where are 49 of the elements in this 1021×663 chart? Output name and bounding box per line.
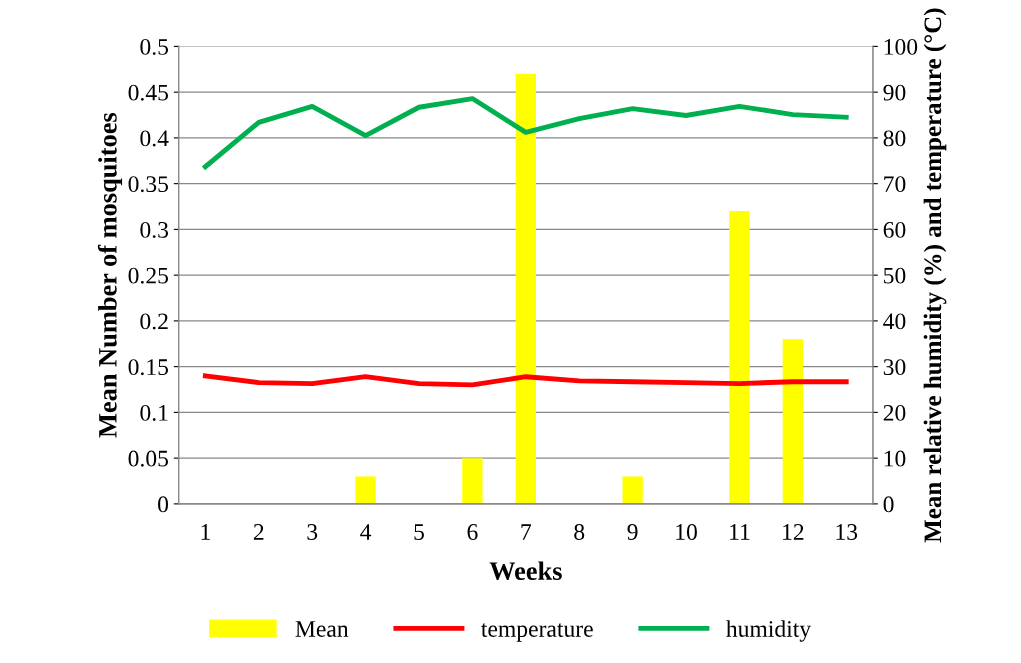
x-tick-label: 8 <box>574 524 585 540</box>
x-tick-label: 2 <box>253 524 264 540</box>
x-tick-label: 6 <box>467 524 478 540</box>
legend-label: temperature <box>481 623 593 642</box>
y2-tick-label: 60 <box>883 221 906 238</box>
y-tick-label: 0.1 <box>140 404 168 421</box>
y-tick-label: 0.35 <box>128 176 169 193</box>
y2-tick-label: 10 <box>884 450 906 467</box>
x-tick-label: 3 <box>307 524 318 540</box>
y-tick-label: 0.2 <box>140 313 168 330</box>
y2-tick-label: 0 <box>883 496 894 513</box>
y2-tick-label: 70 <box>884 176 906 193</box>
y2-tick-label: 30 <box>883 359 906 376</box>
x-tick-label: 13 <box>836 524 858 540</box>
y-tick-label: 0.05 <box>128 450 169 467</box>
line-series <box>202 96 849 170</box>
x-tick-label: 10 <box>676 524 697 540</box>
x-tick-label: 11 <box>730 524 750 540</box>
legend-label: humidity <box>726 620 812 642</box>
y2-tick-label: 100 <box>884 38 918 55</box>
y2-tick-label: 80 <box>883 130 906 147</box>
x-tick-label: 12 <box>783 524 804 540</box>
x-tick-label: 9 <box>627 524 638 540</box>
y-tick-label: 0.5 <box>140 38 169 55</box>
y2-tick-label: 90 <box>883 84 906 101</box>
y-tick-label: 0.15 <box>128 359 169 376</box>
bar <box>782 339 803 504</box>
y-tick-label: 0.3 <box>140 221 169 238</box>
y2-axis-title: Mean relative humidity (%) and temperature (°C) <box>923 8 947 543</box>
y-tick-label: 0.25 <box>128 267 169 284</box>
x-tick-label: 7 <box>521 524 532 540</box>
y2-tick-label: 20 <box>883 404 906 421</box>
y-tick-label: 0.45 <box>128 84 169 101</box>
line-series <box>202 373 849 388</box>
bar <box>515 73 536 504</box>
x-tick-label: 4 <box>360 524 372 540</box>
bar <box>462 458 483 504</box>
x-tick-label: 5 <box>414 524 424 540</box>
x-axis-title: Weeks <box>489 561 562 581</box>
bar <box>355 476 376 504</box>
y-axis-title: Mean Number of mosquitoes <box>97 112 123 438</box>
x-tick-label: 1 <box>201 524 210 540</box>
y-tick-label: 0.4 <box>140 130 169 147</box>
y2-tick-label: 50 <box>884 267 906 284</box>
y2-tick-label: 40 <box>883 313 906 330</box>
bar <box>622 476 643 504</box>
legend-label: Mean <box>295 621 349 637</box>
bar <box>729 211 750 504</box>
y-tick-label: 0 <box>158 496 169 513</box>
